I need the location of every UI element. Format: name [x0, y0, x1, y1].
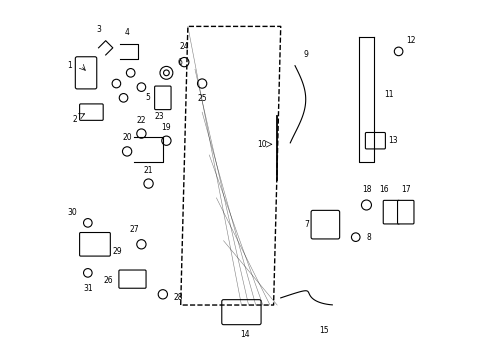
Circle shape: [83, 219, 92, 227]
Text: 28: 28: [173, 293, 183, 302]
Circle shape: [112, 79, 121, 88]
Text: 20: 20: [122, 134, 132, 143]
FancyBboxPatch shape: [383, 201, 400, 224]
FancyBboxPatch shape: [222, 300, 261, 325]
Circle shape: [162, 136, 171, 145]
Text: 2: 2: [73, 115, 77, 124]
Circle shape: [126, 68, 135, 77]
Text: 5: 5: [145, 93, 150, 102]
Circle shape: [144, 179, 153, 188]
Text: 23: 23: [154, 112, 164, 121]
FancyBboxPatch shape: [366, 132, 386, 149]
Circle shape: [158, 290, 168, 299]
FancyBboxPatch shape: [79, 233, 110, 256]
Text: 7: 7: [304, 220, 309, 229]
Text: 11: 11: [384, 90, 394, 99]
Circle shape: [137, 240, 146, 249]
FancyBboxPatch shape: [397, 201, 414, 224]
Circle shape: [137, 83, 146, 91]
Text: 22: 22: [137, 116, 146, 125]
Circle shape: [119, 94, 128, 102]
Circle shape: [394, 47, 403, 56]
FancyBboxPatch shape: [311, 210, 340, 239]
Text: 31: 31: [83, 284, 93, 293]
Text: 25: 25: [197, 94, 207, 103]
Text: 4: 4: [124, 28, 129, 37]
Text: 1: 1: [67, 61, 72, 70]
Text: 3: 3: [96, 24, 101, 33]
FancyBboxPatch shape: [155, 86, 171, 110]
Text: 19: 19: [162, 123, 171, 132]
Text: 10: 10: [257, 140, 267, 149]
Text: 26: 26: [103, 275, 113, 284]
Text: 6: 6: [177, 58, 182, 67]
Circle shape: [362, 200, 371, 210]
Circle shape: [351, 233, 360, 242]
Text: 21: 21: [144, 166, 153, 175]
Text: 18: 18: [362, 185, 371, 194]
Circle shape: [137, 129, 146, 138]
Text: 13: 13: [388, 136, 397, 145]
Text: 8: 8: [367, 233, 371, 242]
Text: 12: 12: [406, 36, 415, 45]
Text: 30: 30: [67, 208, 77, 217]
Text: 24: 24: [179, 42, 189, 51]
Text: 29: 29: [113, 247, 122, 256]
Circle shape: [122, 147, 132, 156]
Text: 15: 15: [319, 327, 328, 336]
FancyBboxPatch shape: [119, 270, 146, 288]
Circle shape: [197, 79, 207, 88]
FancyBboxPatch shape: [79, 104, 103, 120]
Circle shape: [180, 58, 189, 67]
Text: 16: 16: [379, 185, 389, 194]
Text: 27: 27: [129, 225, 139, 234]
Text: 9: 9: [303, 50, 308, 59]
Circle shape: [164, 70, 169, 76]
FancyBboxPatch shape: [75, 57, 97, 89]
Text: 14: 14: [240, 330, 250, 339]
Text: 17: 17: [401, 185, 411, 194]
Circle shape: [83, 269, 92, 277]
Circle shape: [160, 66, 173, 79]
